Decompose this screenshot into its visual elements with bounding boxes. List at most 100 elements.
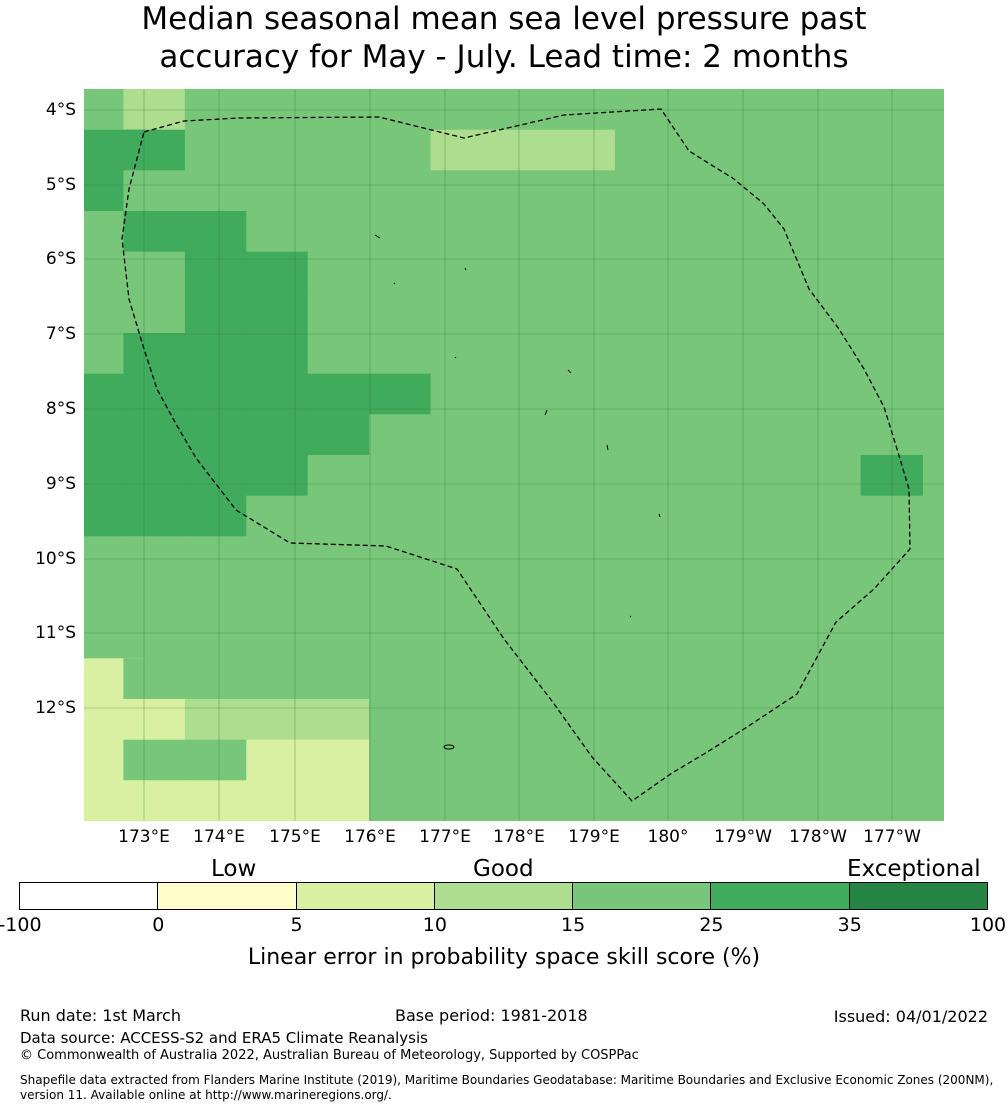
skill-cell [369, 536, 432, 578]
skill-cell [184, 658, 248, 700]
island [606, 444, 609, 451]
skill-cell [492, 373, 555, 416]
skill-cell [676, 170, 739, 212]
island [544, 409, 548, 416]
skill-cell [614, 617, 678, 660]
skill-cell [614, 170, 678, 212]
latitude-label: 9°S [45, 474, 76, 494]
skill-cell [307, 170, 371, 212]
skill-cell [369, 658, 432, 700]
skill-cell [799, 495, 862, 538]
skill-cell [430, 536, 493, 578]
longitude-label: 173°E [118, 827, 170, 847]
skill-cell [676, 455, 739, 497]
skill-cell [737, 292, 801, 334]
skill-cell [676, 495, 739, 538]
skill-cell [430, 455, 493, 497]
skill-cell [799, 333, 862, 375]
skill-cell [246, 455, 309, 497]
skill-cell [369, 373, 432, 416]
skill-cell [246, 251, 309, 294]
skill-cell [184, 292, 248, 334]
skill-cell [369, 699, 432, 741]
map-panel [84, 89, 944, 821]
map-svg [84, 89, 944, 821]
skill-cell [553, 455, 616, 497]
skill-cell [553, 333, 616, 375]
skill-cell [799, 170, 862, 212]
skill-cell [246, 373, 309, 416]
skill-cell [737, 373, 801, 416]
skill-cell [246, 414, 309, 456]
skill-cell [553, 414, 616, 456]
skill-cell [737, 211, 801, 253]
skill-cell [369, 617, 432, 660]
skill-cell [430, 333, 493, 375]
skill-cell [553, 495, 616, 538]
eez-boundary [121, 108, 911, 802]
skill-cell [614, 251, 678, 294]
colorbar-segment [710, 882, 850, 910]
category-exceptional: Exceptional [847, 856, 981, 882]
skill-cell [307, 455, 371, 497]
skill-cell [799, 780, 862, 821]
skill-cell [492, 658, 555, 700]
skill-cell [307, 577, 371, 619]
skill-cell [676, 739, 739, 782]
skill-cell [246, 170, 309, 212]
skill-cell [123, 129, 186, 172]
skill-cell [737, 333, 801, 375]
skill-cell [430, 414, 493, 456]
skill-cell [553, 699, 616, 741]
skill-cell [737, 617, 801, 660]
skill-cell [307, 699, 371, 741]
skill-cell [307, 211, 371, 253]
skill-cell [799, 373, 862, 416]
skill-cell [492, 292, 555, 334]
skill-cell [123, 536, 186, 578]
skill-cell [369, 577, 432, 619]
skill-cell [369, 170, 432, 212]
skill-cell [246, 536, 309, 578]
skill-cell [492, 577, 555, 619]
skill-cell [184, 617, 248, 660]
skill-cell [492, 780, 555, 821]
skill-cell [737, 129, 801, 172]
data-source: Data source: ACCESS-S2 and ERA5 Climate … [20, 1029, 428, 1047]
skill-cell [553, 211, 616, 253]
skill-cell [307, 780, 371, 821]
skill-cell [246, 577, 309, 619]
colorbar-segment [848, 882, 988, 910]
islands [374, 234, 661, 750]
copyright: © Commonwealth of Australia 2022, Austra… [20, 1048, 639, 1063]
island [454, 356, 457, 359]
skill-cell [123, 211, 186, 253]
skill-cell [307, 536, 371, 578]
skill-cell [799, 251, 862, 294]
skill-cell [676, 617, 739, 660]
island [464, 267, 467, 271]
longitude-label: 179°E [568, 827, 620, 847]
skill-cell [737, 739, 801, 782]
skill-cell [184, 699, 248, 741]
skill-cell [676, 658, 739, 700]
skill-cell [369, 211, 432, 253]
colorbar-tick: -100 [0, 914, 42, 936]
skill-cell [369, 129, 432, 172]
skill-cell [553, 577, 616, 619]
skill-cell [614, 577, 678, 619]
colorbar-tick: 5 [290, 914, 303, 936]
skill-cell [737, 536, 801, 578]
colorbar-tick: 15 [561, 914, 586, 936]
skill-cell [369, 455, 432, 497]
skill-cell [123, 251, 186, 294]
skill-cell [553, 292, 616, 334]
skill-cell [492, 455, 555, 497]
island [443, 744, 455, 750]
island [393, 282, 396, 285]
skill-cell [123, 658, 186, 700]
shapefile-credit-line-1: Shapefile data extracted from Flanders M… [20, 1073, 994, 1087]
skill-cell [369, 495, 432, 538]
skill-cell [369, 780, 432, 821]
skill-cell [184, 495, 248, 538]
